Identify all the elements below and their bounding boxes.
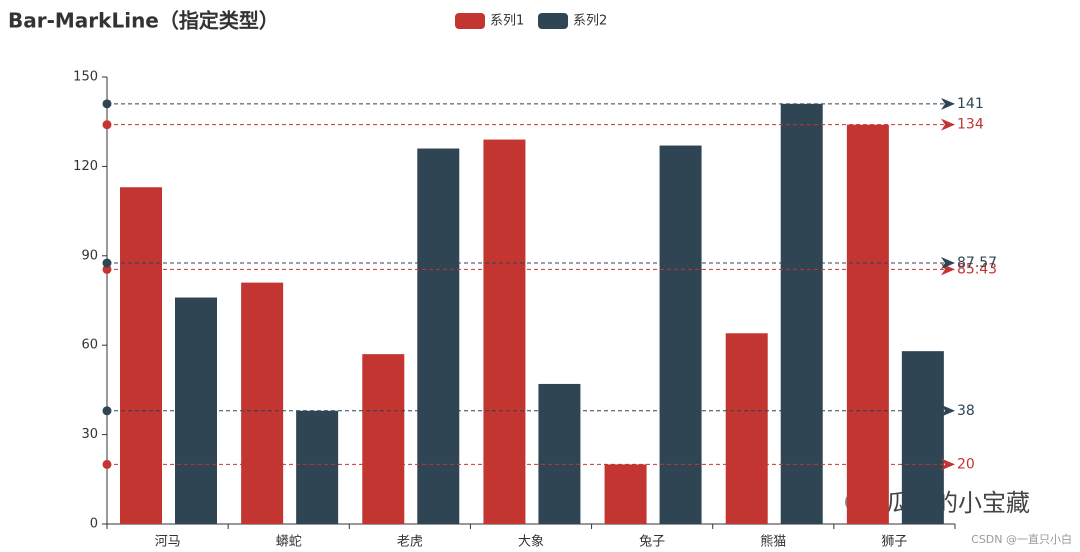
mark-line: [102, 257, 955, 270]
mark-line-label: 134: [957, 117, 984, 133]
y-tick-label: 0: [90, 517, 98, 532]
bar: [483, 139, 526, 524]
bar: [296, 410, 339, 524]
bar: [538, 383, 581, 524]
mark-line-start: [102, 99, 112, 109]
mark-line: [102, 404, 955, 417]
x-tick-label: 老虎: [397, 535, 423, 550]
mark-line-label: 141: [957, 96, 984, 112]
mark-line-start: [102, 264, 112, 274]
legend-swatch: [455, 13, 485, 29]
x-tick-label: 河马: [155, 535, 181, 550]
mark-line-arrow: [941, 97, 955, 110]
chart-title: Bar-MarkLine（指定类型）: [8, 9, 279, 33]
bar: [604, 464, 647, 524]
bar: [901, 351, 944, 524]
x-tick-label: 狮子: [881, 535, 907, 550]
bar: [725, 333, 768, 524]
x-tick-label: 大象: [518, 535, 544, 550]
y-tick-label: 120: [73, 159, 98, 174]
x-tick-label: 蟒蛇: [276, 535, 302, 550]
mark-line-arrow: [941, 118, 955, 131]
mark-line-start: [102, 258, 112, 268]
bar: [417, 148, 460, 524]
bar: [241, 282, 284, 524]
bar: [362, 354, 405, 524]
mark-line-arrow: [941, 404, 955, 417]
bar: [175, 297, 217, 524]
mark-line-start: [102, 406, 112, 416]
legend-label: 系列1: [490, 14, 524, 29]
mark-line: [102, 118, 955, 131]
credit: CSDN @一直只小白: [971, 532, 1072, 546]
y-tick-label: 30: [81, 427, 98, 442]
x-tick-label: 兔子: [639, 535, 665, 550]
y-tick-label: 150: [73, 70, 98, 85]
mark-line-start: [102, 459, 112, 469]
y-tick-label: 90: [81, 248, 98, 263]
mark-line-arrow: [941, 257, 955, 270]
mark-line: [102, 458, 955, 471]
mark-line: [102, 97, 955, 110]
mark-line-label: 20: [957, 456, 975, 472]
bar: [846, 124, 889, 525]
mark-line-label: 85.43: [957, 261, 997, 277]
mark-line-start: [102, 120, 112, 130]
mark-line-label: 38: [957, 403, 975, 419]
legend-label: 系列2: [573, 14, 607, 29]
x-tick-label: 熊猫: [760, 534, 786, 550]
bar: [120, 187, 162, 524]
mark-line-arrow: [941, 458, 955, 471]
bar: [659, 145, 702, 525]
y-tick-label: 60: [81, 338, 98, 353]
mark-line-label: 87.57: [957, 255, 997, 271]
legend-swatch: [538, 13, 568, 29]
bar: [780, 103, 823, 524]
